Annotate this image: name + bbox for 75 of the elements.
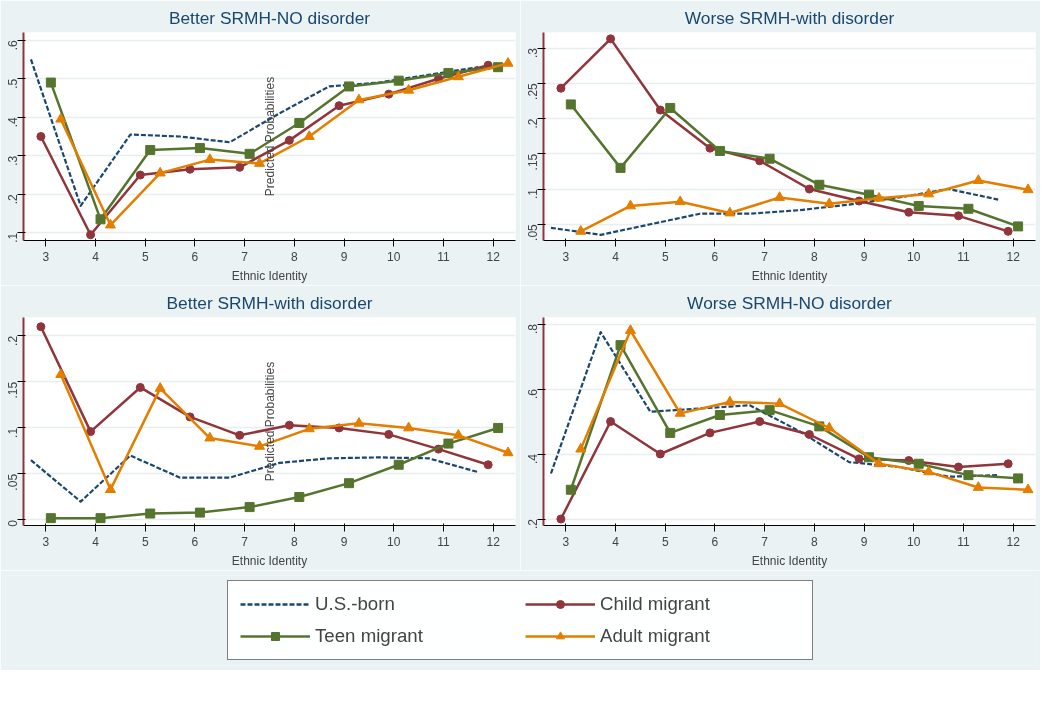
legend-label: Teen migrant — [315, 625, 424, 647]
y-tick-label: .2 — [526, 118, 540, 129]
y-tick-label: .5 — [6, 78, 20, 89]
y-tick-label: 0 — [6, 519, 20, 527]
chart-title: Worse SRMH-with disorder — [684, 7, 895, 28]
x-tick-label: 4 — [92, 249, 100, 264]
y-tick-label: .15 — [526, 153, 540, 171]
x-tick-label: 8 — [291, 534, 299, 549]
x-tick-label: 9 — [340, 249, 348, 264]
y-tick-label: .05 — [6, 473, 20, 491]
annotation: Predicted Probabilities — [262, 361, 277, 482]
x-tick-label: 4 — [612, 249, 620, 264]
y-tick-label: .2 — [6, 193, 20, 205]
chart-title: Worse SRMH-NO disorder — [687, 292, 893, 313]
x-tick-label: 3 — [42, 249, 50, 264]
x-tick-label: 7 — [241, 534, 249, 549]
y-tick-label: .3 — [6, 155, 20, 166]
chart-title: Better SRMH-with disorder — [166, 292, 373, 313]
x-tick-label: 8 — [811, 249, 819, 264]
x-tick-label: 5 — [661, 534, 669, 549]
x-tick-label: 6 — [191, 534, 199, 549]
x-tick-label: 8 — [291, 249, 299, 264]
x-axis-title: Ethnic Identity — [231, 553, 308, 568]
y-tick-label: .2 — [6, 335, 20, 346]
x-tick-label: 5 — [661, 249, 669, 264]
x-tick-label: 7 — [761, 534, 769, 549]
legend-label: Adult migrant — [600, 625, 711, 647]
x-tick-label: 7 — [761, 249, 769, 264]
x-tick-label: 6 — [711, 249, 719, 264]
x-tick-label: 7 — [241, 249, 249, 264]
x-tick-label: 12 — [1006, 249, 1021, 264]
x-tick-label: 4 — [612, 534, 620, 549]
y-tick-label: .15 — [6, 381, 20, 399]
y-tick-label: .6 — [526, 388, 540, 400]
x-tick-label: 6 — [711, 534, 719, 549]
y-tick-label: .4 — [526, 453, 540, 465]
legend-label: Child migrant — [600, 593, 711, 615]
y-tick-label: .1 — [6, 427, 20, 438]
y-tick-label: .1 — [526, 188, 540, 200]
annotation: Predicted Probabilities — [262, 76, 277, 197]
x-tick-label: 5 — [141, 249, 149, 264]
x-axis-title: Ethnic Identity — [751, 268, 828, 283]
x-tick-label: 3 — [562, 534, 570, 549]
x-tick-label: 8 — [811, 534, 819, 549]
y-tick-label: .8 — [526, 323, 540, 335]
x-tick-label: 10 — [907, 534, 921, 549]
x-tick-label: 12 — [1006, 534, 1021, 549]
x-tick-label: 3 — [562, 249, 570, 264]
x-tick-label: 10 — [907, 249, 921, 264]
x-tick-label: 10 — [387, 534, 401, 549]
y-tick-label: .4 — [6, 116, 20, 128]
x-tick-label: 9 — [340, 534, 348, 549]
x-tick-label: 12 — [486, 249, 501, 264]
x-tick-label: 11 — [957, 534, 970, 549]
x-tick-label: 11 — [957, 249, 970, 264]
chart-title: Better SRMH-NO disorder — [168, 7, 371, 28]
x-tick-label: 9 — [860, 249, 868, 264]
legend-label: U.S.-born — [315, 593, 396, 615]
x-axis-title: Ethnic Identity — [751, 553, 828, 568]
x-tick-label: 5 — [141, 534, 149, 549]
x-tick-label: 3 — [42, 534, 50, 549]
x-tick-label: 10 — [387, 249, 401, 264]
x-axis-title: Ethnic Identity — [231, 268, 308, 283]
y-tick-label: .6 — [6, 39, 20, 51]
x-tick-label: 4 — [92, 534, 100, 549]
x-tick-label: 9 — [860, 534, 868, 549]
y-tick-label: .1 — [6, 232, 20, 243]
y-tick-label: .25 — [526, 82, 540, 100]
x-tick-label: 11 — [437, 534, 450, 549]
y-tick-label: .3 — [526, 47, 540, 59]
y-tick-label: .05 — [526, 223, 540, 241]
x-tick-label: 12 — [486, 534, 501, 549]
y-tick-label: .2 — [526, 518, 540, 530]
x-tick-label: 6 — [191, 249, 199, 264]
x-tick-label: 11 — [437, 249, 450, 264]
